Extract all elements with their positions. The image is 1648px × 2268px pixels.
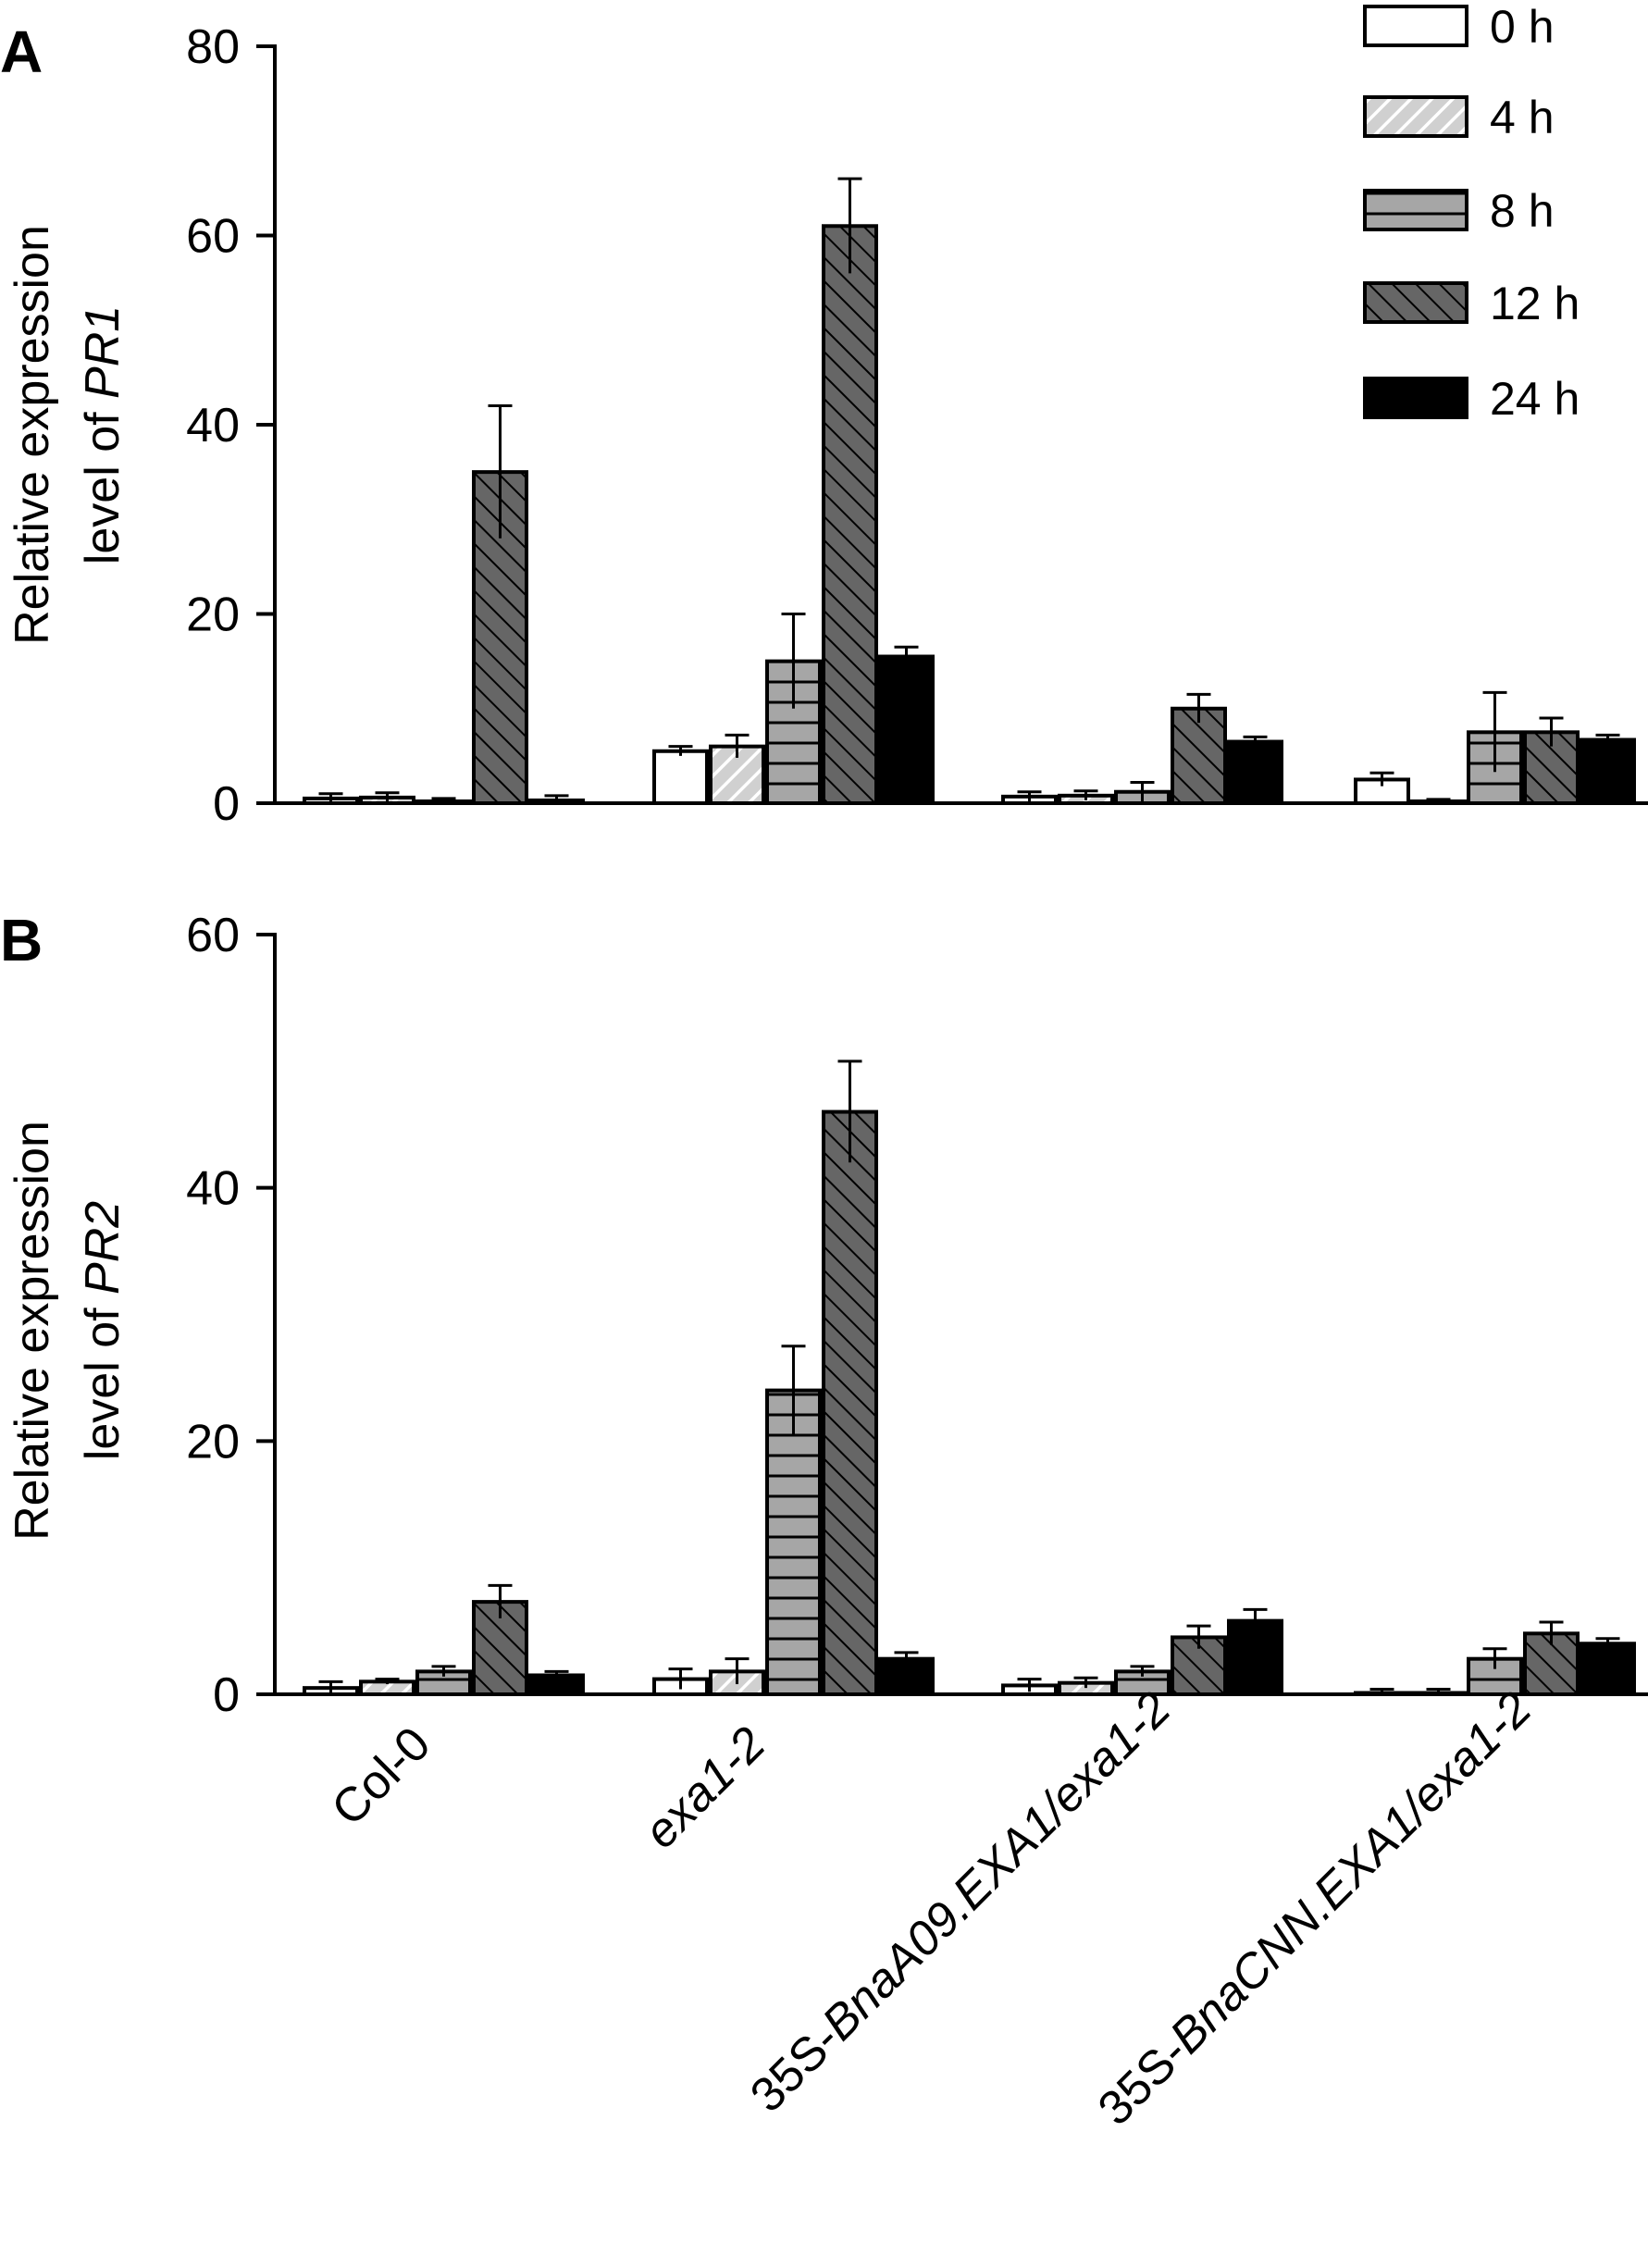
panel-a-label: A — [0, 19, 43, 85]
x-tick-label-exa1-2: exa1-2 — [634, 1716, 775, 1858]
panel-b: B Relative expression level of PR2 0 20 40… — [0, 907, 1648, 1722]
panel-b-ylabel-line2: level of PR2 — [76, 1201, 130, 1460]
panel-a-bar-exa1-2-0h — [652, 749, 709, 806]
legend-swatch-12h — [1363, 281, 1468, 324]
legend-item-8h: 8 h — [1363, 185, 1555, 237]
panel-b-ylabel-prefix: level of — [76, 1295, 130, 1460]
panel-a-bar-bnacnn-24h — [1580, 737, 1636, 805]
panel-a-ylabel-prefix: level of — [76, 399, 130, 564]
panel-a-ylabel-gene: PR1 — [76, 305, 130, 399]
panel-a-ytick-label-20: 20 — [186, 589, 240, 642]
legend-label-0h: 0 h — [1490, 1, 1555, 53]
legend: 0 h 4 h 8 h 12 h 24 h — [1363, 1, 1580, 425]
panel-b-axes: 0 20 40 60 — [186, 909, 1648, 1722]
panel-b-bar-bnacnn-24h — [1580, 1642, 1636, 1697]
panel-b-ylabel-gene: PR2 — [76, 1201, 130, 1295]
panel-a-bars — [303, 177, 1636, 806]
legend-item-4h: 4 h — [1363, 92, 1555, 143]
legend-item-0h: 0 h — [1363, 1, 1555, 53]
legend-label-24h: 24 h — [1490, 373, 1580, 425]
legend-label-4h: 4 h — [1490, 92, 1555, 143]
legend-swatch-4h — [1363, 95, 1468, 138]
legend-label-12h: 12 h — [1490, 278, 1580, 329]
panel-a-bar-exa1-2-12h — [822, 224, 878, 805]
panel-a-ytick-label-60: 60 — [186, 210, 240, 264]
panel-a-ylabel-line1: Relative expression — [6, 225, 59, 645]
legend-swatch-8h — [1363, 189, 1468, 231]
panel-a-ytick-label-80: 80 — [186, 20, 240, 74]
panel-b-ytick-label-40: 40 — [186, 1162, 240, 1216]
panel-b-bar-exa1-2-12h — [822, 1109, 878, 1696]
legend-label-8h: 8 h — [1490, 185, 1555, 237]
panel-b-ytick-label-60: 60 — [186, 909, 240, 962]
panel-a-ytick-label-40: 40 — [186, 399, 240, 452]
panel-b-ytick-label-20: 20 — [186, 1415, 240, 1469]
x-tick-labels: Col-0 exa1-2 35S-BnaA09.EXA1/exa1-2 35S-… — [322, 1681, 1543, 2136]
legend-swatch-24h — [1363, 377, 1468, 419]
panel-a-bar-bnaa09-12h — [1171, 706, 1227, 805]
x-tick-label-bnaa09: 35S-BnaA09.EXA1/exa1-2 — [740, 1681, 1181, 2122]
panel-a-ylabel: Relative expression level of PR1 — [6, 225, 130, 645]
panel-a-bar-bnaa09-24h — [1227, 739, 1283, 805]
panel-a: A Relative expression level of PR1 0 20 40… — [0, 19, 1648, 831]
panel-a-ylabel-line2: level of PR1 — [76, 305, 130, 564]
legend-swatch-0h — [1363, 5, 1468, 47]
x-tick-label-col0: Col-0 — [322, 1716, 441, 1836]
panel-b-ytick-label-0: 0 — [213, 1668, 240, 1722]
legend-item-12h: 12 h — [1363, 278, 1580, 329]
panel-b-bar-exa1-2-8h — [765, 1388, 822, 1696]
panel-b-bars — [303, 1060, 1636, 1697]
panel-a-bar-exa1-2-24h — [878, 654, 935, 806]
panel-b-ylabel: Relative expression level of PR2 — [6, 1121, 130, 1541]
panel-b-label: B — [0, 907, 43, 973]
panel-b-ylabel-line1: Relative expression — [6, 1121, 59, 1541]
x-tick-label-bnacnn: 35S-BnaCNN.EXA1/exa1-2 — [1088, 1681, 1543, 2136]
panel-a-ytick-label-0: 0 — [213, 777, 240, 831]
legend-item-24h: 24 h — [1363, 373, 1580, 425]
